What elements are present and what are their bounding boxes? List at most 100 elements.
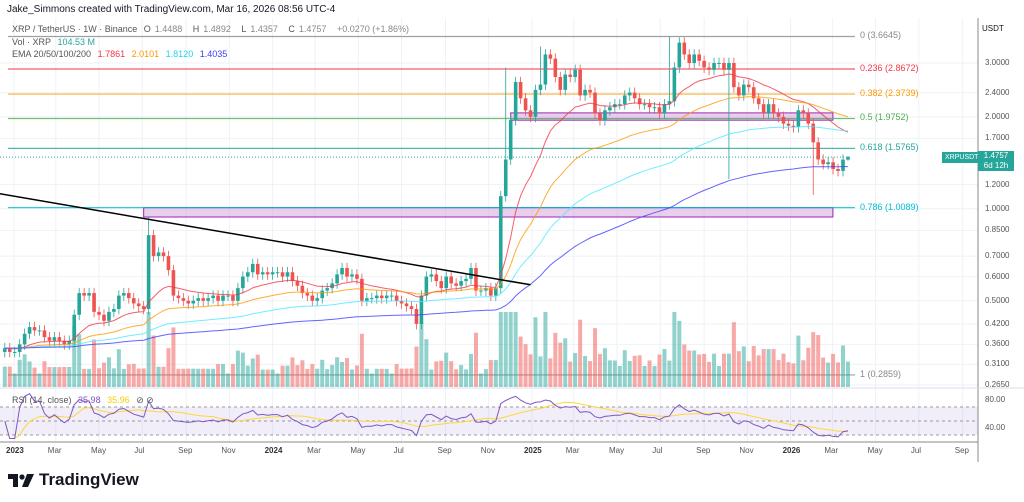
volume-label: Vol · XRP: [12, 37, 52, 47]
candle: [806, 108, 811, 130]
high-value: 1.4892: [203, 24, 231, 34]
candle: [677, 37, 682, 73]
volume-bar: [573, 353, 578, 387]
price-axis-label: 0.3600: [985, 339, 1010, 349]
candle-body: [588, 89, 592, 93]
candle: [434, 269, 439, 287]
candle-body: [97, 311, 101, 315]
volume-bar: [32, 367, 37, 387]
candle-body: [7, 348, 12, 352]
volume-bar: [82, 368, 87, 387]
volume-bar: [682, 344, 687, 387]
candle: [593, 87, 597, 119]
volume-bar: [464, 369, 469, 387]
hide-icon[interactable]: ⊘ ⊘: [136, 395, 154, 405]
price-axis-label: 1.0000: [985, 203, 1010, 213]
volume-bar: [622, 350, 627, 387]
candle: [618, 98, 622, 110]
volume-bar: [47, 367, 52, 387]
volume-bar: [384, 368, 389, 387]
candle: [568, 69, 573, 83]
change-value: +0.0270 (+1.86%): [336, 24, 410, 34]
candle-body: [642, 104, 647, 106]
volume-bar: [776, 360, 781, 387]
candle-body: [270, 272, 275, 275]
candle: [786, 118, 791, 132]
rsi-axis-label: 80.00: [985, 395, 1006, 404]
candle-body: [796, 110, 801, 128]
candle-body: [578, 69, 582, 96]
volume-bar: [206, 368, 211, 387]
candle: [87, 287, 91, 301]
candle-body: [439, 281, 444, 289]
volume-bar: [702, 353, 707, 387]
candle-body: [365, 298, 369, 301]
volume-bar: [201, 368, 206, 387]
candle-body: [67, 340, 72, 345]
rsi-legend[interactable]: RSI (14, close) 35.98 35.96 ⊘ ⊘: [12, 395, 158, 406]
ema100-value: 1.8120: [165, 49, 194, 59]
candle: [682, 37, 687, 60]
price-axis-label: 0.2650: [985, 380, 1010, 390]
candle: [608, 102, 612, 116]
ema-legend[interactable]: EMA 20/50/100/200 1.7861 2.0101 1.8120 1…: [12, 49, 231, 59]
rsi-value: 35.98: [78, 395, 101, 405]
candle: [538, 46, 543, 96]
candle-body: [226, 295, 230, 297]
candle-body: [32, 327, 37, 331]
candle: [573, 64, 577, 83]
candle: [320, 285, 325, 304]
volume-legend[interactable]: Vol · XRP 104.53 M: [12, 37, 99, 47]
time-axis-label: 2023: [6, 446, 24, 455]
tradingview-logo[interactable]: TradingView: [8, 470, 139, 490]
candle-body: [558, 76, 563, 90]
volume-bar: [364, 368, 369, 387]
candle: [295, 275, 300, 292]
volume-bar: [508, 312, 513, 387]
candle-body: [766, 104, 771, 114]
close-label: C: [288, 24, 295, 34]
time-axis-label: Sep: [696, 446, 711, 455]
volume-bar: [811, 332, 816, 387]
candle-body: [335, 274, 339, 284]
volume-bar: [791, 363, 796, 387]
volume-bar: [533, 317, 538, 387]
candle: [161, 247, 166, 262]
ema200-line: [4, 166, 848, 349]
candle-body: [528, 110, 533, 117]
candle: [518, 76, 523, 104]
candle: [503, 67, 508, 202]
candle: [394, 290, 399, 307]
rsi-line: [4, 393, 849, 439]
volume-bar: [52, 367, 57, 387]
volume-bar: [473, 332, 478, 387]
candle-body: [598, 113, 602, 121]
candle: [360, 273, 364, 307]
candle: [7, 342, 12, 358]
candle-body: [677, 42, 682, 68]
candle-body: [682, 42, 687, 55]
volume-bar: [841, 345, 845, 387]
candle: [221, 290, 225, 307]
volume-bar: [225, 373, 230, 387]
candle: [558, 71, 563, 96]
price-unit[interactable]: USDT: [982, 24, 1004, 33]
volume-bar: [736, 351, 741, 387]
volume-value: 104.53 M: [57, 37, 96, 47]
candle-body: [801, 110, 806, 114]
volume-bar: [593, 328, 598, 387]
candle-body: [92, 293, 96, 312]
candle: [796, 105, 801, 133]
volume-bar: [12, 373, 17, 387]
volume-bar: [7, 366, 12, 387]
volume-bar: [518, 336, 523, 387]
volume-bar: [712, 353, 717, 387]
volume-bar: [285, 365, 290, 387]
candle: [846, 155, 850, 161]
volume-bar: [766, 349, 771, 387]
candle: [42, 325, 47, 343]
volume-bar: [166, 348, 171, 387]
volume-bar: [230, 364, 235, 387]
